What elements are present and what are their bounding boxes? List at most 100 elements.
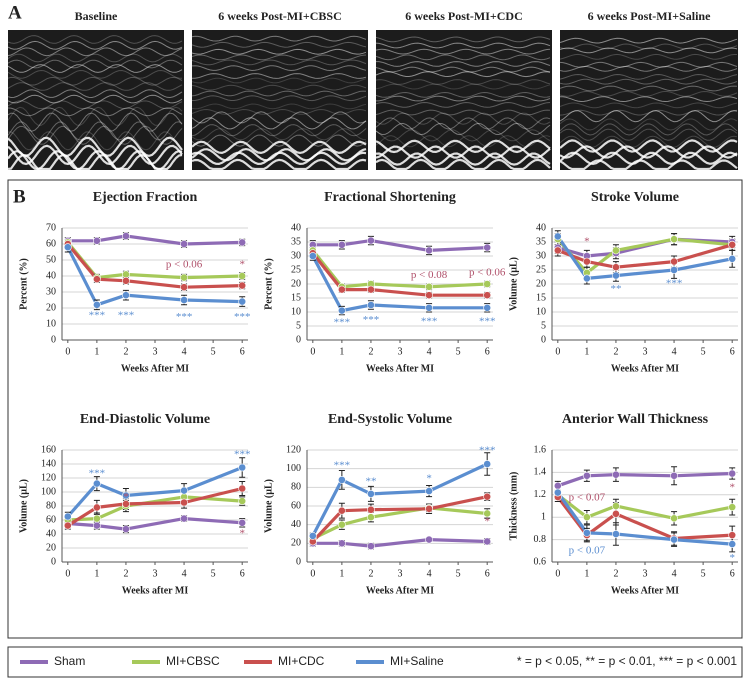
data-point [425, 504, 433, 513]
image-title: 6 weeks Post-MI+CDC [405, 9, 523, 23]
echo-texture [376, 61, 551, 67]
data-point [483, 460, 492, 468]
echo-texture [7, 53, 183, 63]
legend-label: MI+CBSC [166, 654, 220, 668]
echo-texture [7, 125, 183, 145]
y-tick-label: 0.6 [534, 556, 547, 567]
significance-annotation: *** [176, 311, 193, 323]
echo-texture [7, 76, 183, 86]
data-point [308, 531, 317, 540]
y-tick-label: 70 [46, 222, 56, 233]
data-point [728, 531, 737, 540]
y-axis-label: Volume (µL) [18, 479, 29, 533]
data-point [337, 240, 346, 249]
data-point [92, 236, 101, 245]
significance-annotation: *** [363, 314, 380, 326]
echo-texture [191, 134, 367, 147]
significance-annotation: p < 0.07 [569, 492, 606, 504]
x-tick-label: 1 [584, 568, 589, 579]
echo-texture [7, 131, 183, 151]
echo-texture [7, 47, 183, 57]
x-tick-label: 3 [398, 568, 403, 579]
significance-annotation: * [729, 482, 735, 494]
echo-texture [7, 40, 183, 50]
x-tick-label: 4 [672, 568, 677, 579]
data-point [367, 542, 375, 551]
echo-texture [7, 107, 183, 117]
data-point [238, 518, 247, 527]
data-point [425, 246, 433, 255]
echo-texture [375, 42, 551, 49]
x-tick-label: 5 [211, 568, 216, 579]
data-point [180, 498, 188, 507]
echo-texture [559, 110, 738, 123]
echo-texture [559, 53, 737, 60]
x-tick-label: 4 [672, 346, 677, 357]
y-tick-label: 60 [46, 238, 56, 249]
echo-image [559, 30, 738, 171]
data-point [612, 246, 620, 255]
data-point [612, 530, 620, 538]
image-title: 6 weeks Post-MI+CBSC [218, 9, 342, 23]
y-tick-label: 15 [291, 292, 301, 303]
data-point [238, 497, 247, 505]
echo-texture [192, 73, 367, 79]
echo-texture [7, 82, 183, 91]
data-point [582, 274, 591, 283]
x-tick-label: 6 [730, 346, 735, 357]
data-point [92, 514, 101, 523]
data-point [367, 489, 375, 498]
echo-texture [191, 108, 367, 115]
y-axis-label: Volume (µL) [508, 257, 519, 311]
data-point [337, 520, 346, 529]
x-axis-label: Weeks After MI [611, 363, 679, 374]
x-tick-label: 1 [339, 346, 344, 357]
y-tick-label: 0 [296, 334, 301, 345]
x-tick-label: 5 [701, 346, 706, 357]
data-point [425, 282, 433, 291]
data-point [238, 272, 247, 280]
data-point [238, 463, 247, 472]
data-point [92, 275, 101, 284]
y-tick-label: 40 [536, 222, 546, 233]
significance-annotation: *** [479, 315, 496, 327]
data-point [483, 291, 492, 300]
data-point [582, 257, 591, 266]
x-tick-label: 6 [730, 568, 735, 579]
y-tick-label: 0 [51, 556, 56, 567]
data-point [63, 243, 72, 252]
data-point [670, 471, 678, 480]
echo-texture [375, 145, 551, 159]
data-point [122, 291, 130, 300]
x-tick-label: 2 [368, 346, 373, 357]
data-point [728, 469, 737, 478]
significance-note: * = p < 0.05, ** = p < 0.01, *** = p < 0… [517, 654, 737, 668]
y-tick-label: 30 [46, 286, 56, 297]
data-point [425, 303, 433, 312]
echo-texture [7, 112, 183, 132]
data-point [483, 537, 492, 546]
echo-texture [7, 144, 183, 166]
data-point [582, 528, 591, 537]
echo-texture [559, 128, 738, 141]
x-axis-label: Weeks After MI [121, 363, 189, 374]
y-axis-label: Percent (%) [18, 258, 29, 310]
data-point [670, 535, 678, 544]
echo-texture [7, 136, 183, 158]
y-tick-label: 50 [46, 254, 56, 265]
echo-texture [191, 158, 367, 171]
y-tick-label: 15 [536, 292, 546, 303]
y-tick-label: 80 [46, 500, 56, 511]
x-tick-label: 6 [240, 346, 245, 357]
chart-title: End-Diastolic Volume [80, 412, 210, 427]
echo-texture [559, 159, 738, 171]
y-tick-label: 20 [46, 302, 56, 313]
echo-texture [191, 151, 367, 166]
data-point [367, 301, 375, 309]
y-tick-label: 40 [291, 222, 301, 233]
echo-texture [559, 139, 738, 153]
chart-title: End-Systolic Volume [328, 412, 452, 427]
echo-texture [559, 78, 738, 85]
x-axis-label: Weeks After MI [366, 585, 434, 596]
echo-texture [559, 109, 738, 116]
